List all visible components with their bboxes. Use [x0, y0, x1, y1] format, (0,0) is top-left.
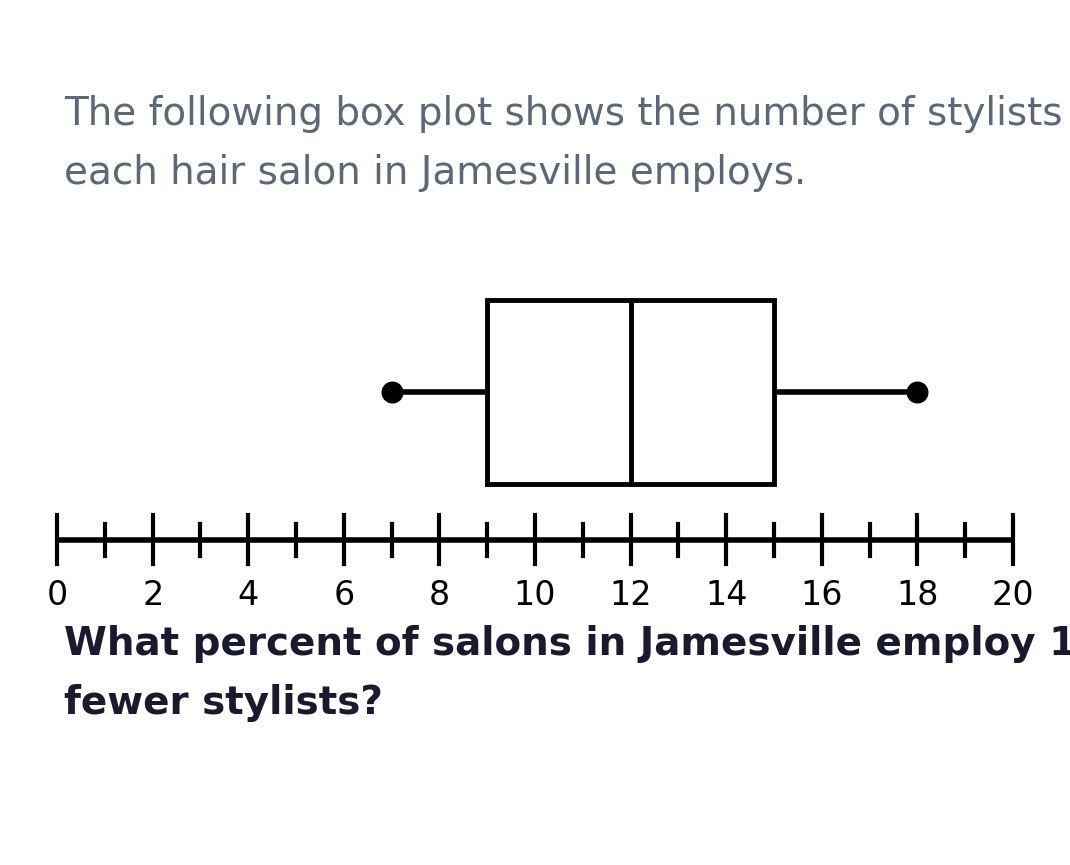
- Text: 16: 16: [800, 580, 843, 612]
- Text: 2: 2: [142, 580, 164, 612]
- Text: 18: 18: [896, 580, 938, 612]
- Text: 8: 8: [429, 580, 450, 612]
- Text: 12: 12: [609, 580, 652, 612]
- Text: 0: 0: [46, 580, 67, 612]
- Text: The following box plot shows the number of stylists
each hair salon in Jamesvill: The following box plot shows the number …: [64, 95, 1063, 192]
- Point: [383, 385, 400, 399]
- Text: 6: 6: [333, 580, 354, 612]
- Bar: [487, 300, 774, 484]
- Text: 4: 4: [238, 580, 259, 612]
- Text: 10: 10: [514, 580, 556, 612]
- Text: 14: 14: [705, 580, 748, 612]
- Point: [908, 385, 926, 399]
- Text: What percent of salons in Jamesville employ 18 or
fewer stylists?: What percent of salons in Jamesville emp…: [64, 625, 1070, 721]
- Text: 20: 20: [992, 580, 1035, 612]
